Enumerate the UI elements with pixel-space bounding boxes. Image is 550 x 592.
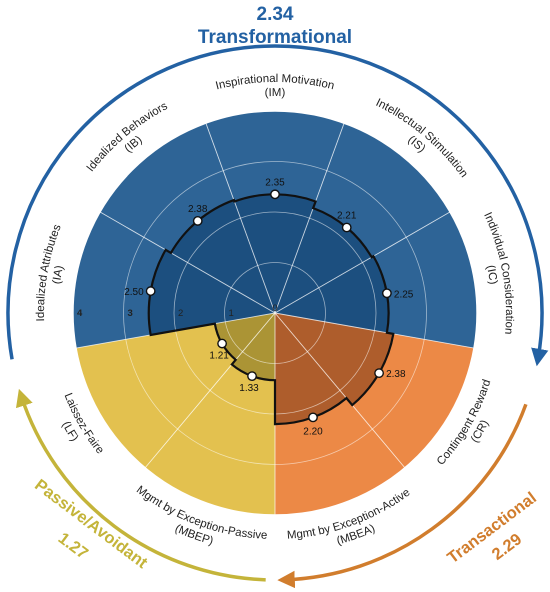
group-arc-transformational: [6, 44, 549, 367]
group-arc-passive-avoidant: [16, 388, 266, 582]
value-label-laissez-faire: 1.21: [209, 351, 229, 362]
tick-label-0: 0: [272, 303, 277, 314]
transformational-label: Transformational: [198, 27, 352, 48]
value-label-idealized-attributes: 2.50: [124, 287, 144, 298]
value-label-mgmt-by-exception-passive: 1.33: [239, 383, 259, 394]
value-label-individual-consideration: 2.25: [394, 289, 414, 300]
value-point-laissez-faire: [217, 338, 227, 349]
value-wedge-idealized-attributes: [148, 249, 275, 335]
value-label-mgmt-by-exception-active: 2.20: [303, 426, 323, 437]
value-wedge-individual-consideration: [275, 256, 389, 333]
radial-line: [274, 211, 451, 314]
value-wedge-mgmt-by-exception-active: [275, 313, 347, 425]
tick-label-1: 1: [229, 308, 234, 319]
tick-label-2: 2: [178, 308, 183, 319]
passive-avoidant-score: 1.27: [55, 529, 91, 563]
value-wedge-mgmt-by-exception-passive: [231, 313, 275, 381]
transformational-score: 2.34: [257, 4, 294, 25]
value-label-idealized-behaviors: 2.38: [188, 204, 208, 215]
radial-line: [205, 123, 276, 314]
value-point-mgmt-by-exception-passive: [247, 371, 257, 382]
radial-line: [274, 123, 345, 314]
value-wedge-idealized-behaviors: [170, 200, 275, 313]
value-label-intellectual-stimulation: 2.21: [337, 211, 357, 222]
tick-label-3: 3: [128, 308, 133, 319]
sector-laissez-faire: [76, 313, 275, 468]
value-label-inspirational-motivation: 2.35: [265, 177, 285, 188]
value-wedge-inspirational-motivation: [234, 194, 316, 313]
passive-avoidant-label: Passive/Avoidant: [31, 476, 151, 573]
value-point-mgmt-by-exception-active: [308, 412, 318, 423]
category-code-individual-consideration: (IC): [484, 264, 499, 285]
value-point-individual-consideration: [381, 288, 392, 299]
radial-line: [144, 312, 276, 469]
tick-label-4: 4: [77, 308, 83, 319]
category-code-idealized-attributes: (IA): [51, 264, 66, 285]
value-point-idealized-behaviors: [192, 216, 203, 226]
value-layer: 2.35 2.21 2.25 2.38 2.20 1.33 1.21 2.50 2.38: [124, 177, 414, 437]
radial-line: [274, 312, 406, 469]
value-wedge-intellectual-stimulation: [275, 208, 372, 313]
value-wedge-contingent-reward: [275, 313, 394, 406]
category-code-inspirational-motivation: (IM): [264, 87, 285, 99]
value-point-inspirational-motivation: [270, 189, 280, 200]
value-point-contingent-reward: [374, 368, 384, 378]
value-point-idealized-attributes: [145, 286, 156, 296]
transactional-label: Transactional: [444, 489, 540, 567]
radial-line: [99, 211, 276, 314]
value-wedge-laissez-faire: [214, 313, 275, 360]
value-point-intellectual-stimulation: [341, 222, 352, 233]
value-label-contingent-reward: 2.38: [386, 369, 406, 380]
group-arc-transactional: [277, 403, 528, 589]
radial-line: [274, 312, 475, 349]
